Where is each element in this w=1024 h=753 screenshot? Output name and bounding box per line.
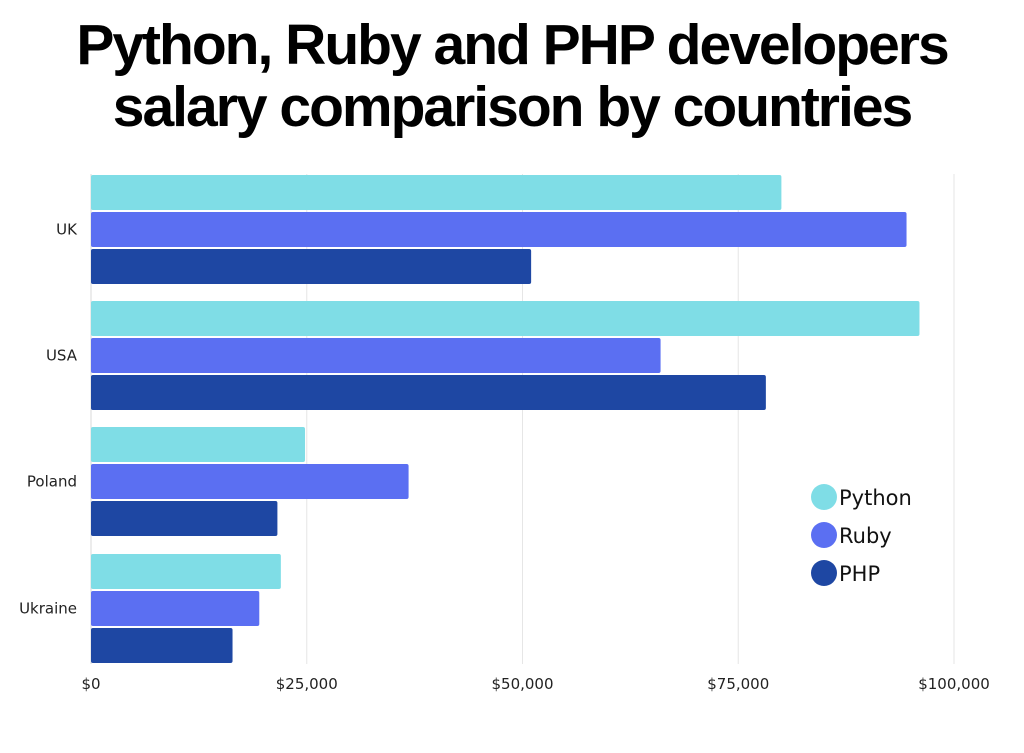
legend-marker: [811, 522, 837, 548]
category-label: USA: [46, 347, 78, 365]
bar-php-usa: [91, 375, 766, 410]
legend-label: PHP: [839, 562, 880, 586]
legend-label: Python: [839, 486, 912, 510]
category-label: Poland: [27, 473, 77, 491]
x-tick-label: $100,000: [918, 675, 990, 693]
bar-php-poland: [91, 501, 278, 536]
bar-python-ukraine: [91, 554, 281, 589]
x-tick-label: $75,000: [707, 675, 769, 693]
x-tick-label: $0: [81, 675, 100, 693]
bar-ruby-poland: [91, 464, 409, 499]
legend-label: Ruby: [839, 524, 892, 548]
x-tick-label: $25,000: [276, 675, 338, 693]
chart-title: Python, Ruby and PHP developers salary c…: [0, 14, 1024, 138]
bar-python-poland: [91, 427, 306, 462]
chart-title-line-2: salary comparison by countries: [112, 75, 913, 139]
bar-ruby-ukraine: [91, 591, 260, 626]
category-label: UK: [56, 221, 78, 239]
bar-php-ukraine: [91, 628, 233, 663]
bar-python-uk: [91, 175, 782, 210]
category-label: Ukraine: [19, 600, 77, 618]
bar-ruby-usa: [91, 338, 661, 373]
bar-php-uk: [91, 249, 532, 284]
legend-marker: [811, 484, 837, 510]
bar-python-usa: [91, 301, 920, 336]
x-tick-label: $50,000: [491, 675, 553, 693]
bar-ruby-uk: [91, 212, 907, 247]
chart-title-line-1: Python, Ruby and PHP developers: [76, 13, 949, 77]
legend-marker: [811, 560, 837, 586]
